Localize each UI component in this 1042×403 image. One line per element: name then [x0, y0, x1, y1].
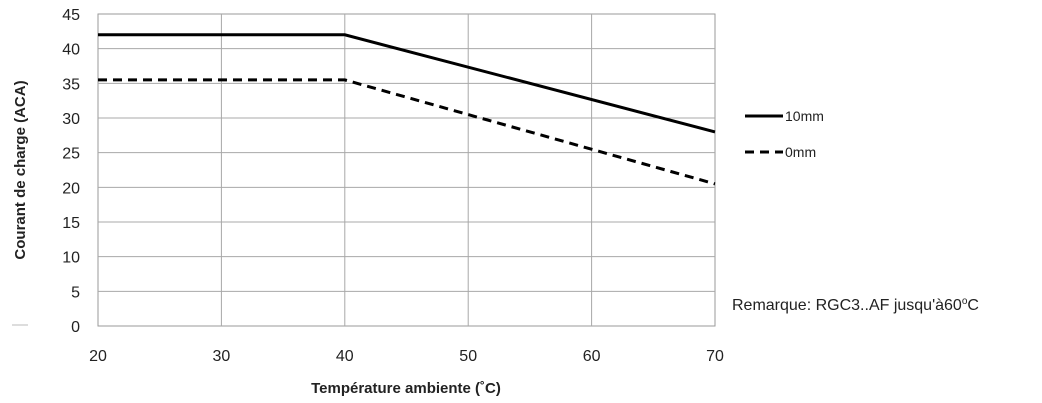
series-line-0mm: [98, 78, 716, 186]
note: Remarque: RGC3..AF jusqu'à60oC: [732, 296, 979, 314]
x-axis-title: Température ambiente (˚C): [311, 380, 501, 397]
legend: 10mm 0mm: [745, 108, 824, 160]
plot-area: [97, 13, 716, 327]
series-lines: [98, 33, 716, 186]
y-tick-label: 30: [62, 111, 80, 128]
y-tick-label: 25: [62, 146, 80, 163]
x-tick-label: 50: [459, 348, 477, 365]
x-tick-label: 30: [213, 348, 231, 365]
y-tick-label: 35: [62, 76, 80, 93]
y-tick-label: 45: [62, 7, 80, 24]
note-unit: C: [967, 297, 979, 314]
y-tick-label: 5: [71, 284, 80, 301]
legend-label-0mm: 0mm: [785, 144, 816, 160]
x-tick-label: 60: [583, 348, 601, 365]
y-axis-title: Courant de charge (ACA): [12, 80, 29, 259]
y-tick-label: 0: [71, 319, 80, 336]
note-text: Remarque: RGC3..AF jusqu'à60: [732, 297, 962, 314]
x-tick-label: 20: [89, 348, 107, 365]
note-superscript: o: [962, 296, 968, 307]
y-tick-label: 15: [62, 215, 80, 232]
y-tick-label: 10: [62, 250, 80, 267]
series-line-10mm: [98, 33, 716, 134]
x-tick-label: 40: [336, 348, 354, 365]
y-tick-label: 40: [62, 42, 80, 59]
y-tick-label: 20: [62, 180, 80, 197]
x-tick-label: 70: [706, 348, 724, 365]
tick-labels: 0 5 10 15 20 25 30 35 40 45 20 30 40 50 60 70: [62, 7, 724, 365]
legend-label-10mm: 10mm: [785, 108, 824, 124]
